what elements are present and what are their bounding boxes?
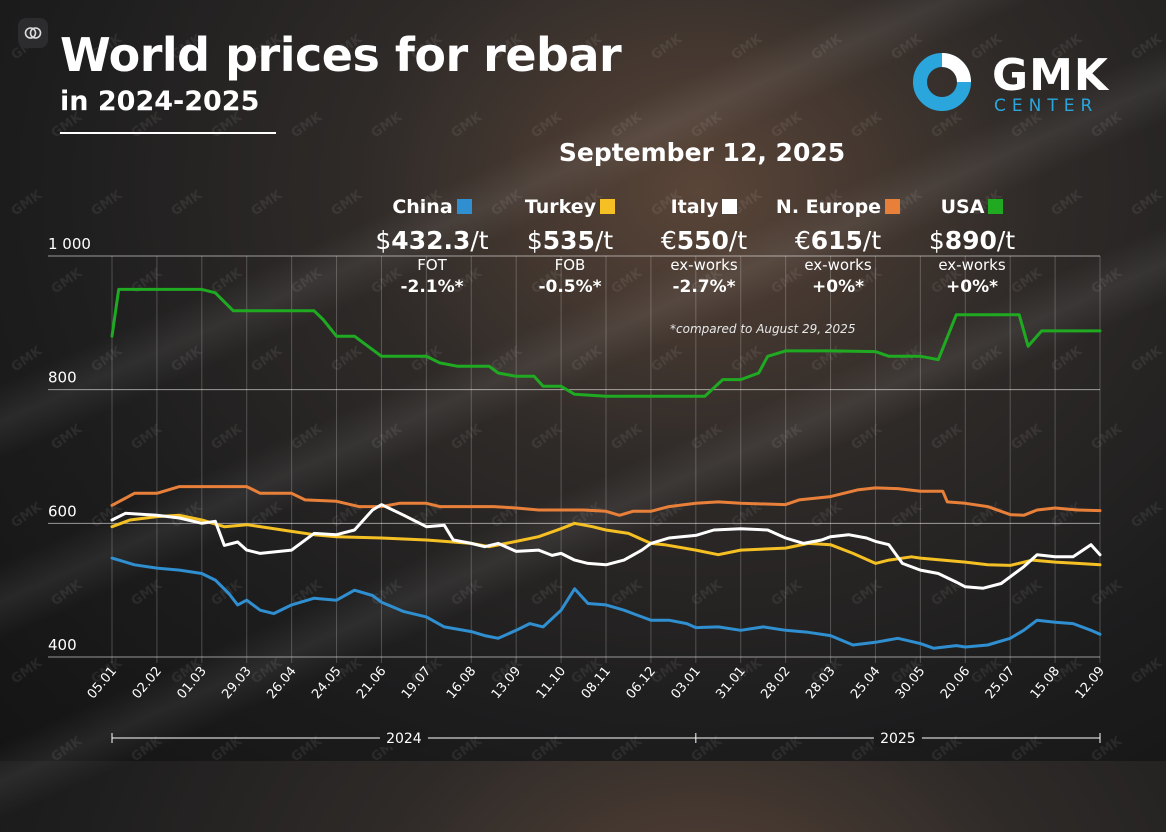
legend-country: Turkey [495, 196, 645, 218]
legend-change: -0.5%* [538, 277, 602, 297]
legend-item-turkey: Turkey $535/t FOB -0.5%* [495, 196, 645, 297]
x-tick-label: 25.04 [848, 664, 883, 702]
year-label: 2025 [880, 731, 916, 747]
legend-price-value: 615 [810, 226, 863, 255]
legend-basis: ex-works [670, 256, 738, 274]
legend-item-china: China $432.3/t FOT -2.1%* [357, 196, 507, 297]
x-tick-label: 06.12 [624, 664, 659, 702]
legend-change: +0%* [946, 277, 998, 297]
legend-price-value: 432.3 [391, 226, 471, 255]
x-tick-label: 12.09 [1073, 664, 1108, 702]
legend-price: $432.3/t [357, 226, 507, 255]
legend-item-italy: Italy €550/t ex-works -2.7%* [629, 196, 779, 297]
legend-unit: /t [470, 226, 489, 255]
legend-country-label: N. Europe [775, 196, 882, 218]
legend-swatch [456, 199, 472, 214]
legend-change: -2.1%* [400, 277, 464, 297]
x-tick-label: 16.08 [444, 664, 479, 702]
ai-badge [18, 18, 48, 48]
title-underline [60, 132, 276, 134]
legend-unit: /t [728, 226, 748, 255]
legend-country: China [357, 196, 507, 218]
series-line-usa [110, 287, 1102, 398]
legend-price-value: 550 [676, 226, 729, 255]
legend-country: N. Europe [763, 196, 913, 218]
legend-unit: /t [594, 226, 614, 255]
comparison-note: *compared to August 29, 2025 [670, 322, 856, 336]
x-tick-label: 21.06 [354, 664, 389, 702]
legend-price-value: 890 [944, 226, 997, 255]
legend-price: €550/t [629, 226, 779, 255]
legend-currency: $ [526, 226, 543, 255]
legend-basis: ex-works [938, 256, 1006, 274]
y-tick-label: 400 [48, 636, 77, 654]
x-tick-label: 29.03 [219, 664, 254, 702]
legend-country-label: Italy [670, 196, 719, 218]
x-tick-label: 24.05 [309, 664, 344, 702]
x-tick-label: 19.07 [399, 664, 434, 702]
y-tick-label: 1 000 [48, 235, 91, 253]
legend-basis: FOT [417, 256, 447, 274]
x-tick-label: 02.02 [130, 664, 165, 702]
legend-country-label: China [392, 196, 453, 218]
x-tick-label: 28.02 [758, 664, 793, 702]
legend-price: €615/t [763, 226, 913, 255]
x-tick-label: 13.09 [489, 664, 524, 702]
legend-change: -2.7%* [672, 277, 736, 297]
legend-unit: /t [996, 226, 1016, 255]
year-label-bg [379, 729, 428, 747]
y-tick-label: 800 [48, 369, 77, 387]
legend-basis: FOB [554, 256, 586, 274]
x-tick-label: 26.04 [264, 664, 299, 702]
x-tick-label: 03.01 [668, 664, 703, 702]
legend-price-value: 535 [542, 226, 595, 255]
legend-item-n-europe: N. Europe €615/t ex-works +0%* [763, 196, 913, 297]
legend-currency: $ [928, 226, 945, 255]
series-line-italy [110, 503, 1102, 590]
legend-item-usa: USA $890/t ex-works +0%* [897, 196, 1047, 297]
series-line-n-europe [110, 485, 1102, 517]
x-tick-label: 25.07 [983, 664, 1018, 702]
legend-unit: /t [862, 226, 882, 255]
legend-currency: € [794, 226, 811, 255]
legend-swatch [600, 199, 616, 214]
legend-swatch [885, 199, 901, 214]
legend-price: $535/t [495, 226, 645, 255]
legend-basis: ex-works [804, 256, 872, 274]
x-tick-label: 08.11 [579, 664, 614, 702]
page-subtitle: in 2024-2025 [60, 86, 260, 117]
logo-name: GMK [992, 50, 1109, 101]
legend-swatch [988, 199, 1004, 214]
gmk-logo-icon [913, 53, 971, 111]
report-date: September 12, 2025 [558, 138, 846, 167]
x-tick-label: 05.01 [85, 664, 120, 702]
year-label-bg [873, 729, 922, 747]
series-line-turkey [110, 513, 1102, 567]
brain-icon [24, 27, 42, 39]
price-chart: 400 600 800 1 000 05.01 02.02 01.03 29.03 26.04 2… [48, 235, 1108, 747]
x-tick-label: 15.08 [1028, 664, 1063, 702]
legend-price: $890/t [897, 226, 1047, 255]
legend-currency: € [660, 226, 677, 255]
series-line-china [110, 556, 1102, 650]
legend-swatch [722, 199, 738, 214]
x-tick-label: 11.10 [534, 664, 569, 702]
legend-country: USA [897, 196, 1047, 218]
legend-country: Italy [629, 196, 779, 218]
x-tick-label: 28.03 [803, 664, 838, 702]
y-tick-label: 600 [48, 502, 77, 520]
legend-country-label: USA [940, 196, 985, 218]
logo-sub: CENTER [994, 96, 1099, 116]
x-tick-label: 20.06 [938, 664, 973, 702]
x-tick-label: 30.05 [893, 664, 928, 702]
x-tick-label: 31.01 [713, 664, 748, 702]
x-tick-label: 01.03 [174, 664, 209, 702]
year-label: 2024 [386, 731, 422, 747]
legend-country-label: Turkey [524, 196, 597, 218]
legend-currency: $ [375, 226, 392, 255]
legend-change: +0%* [812, 277, 864, 297]
page-title: World prices for rebar [60, 28, 622, 82]
